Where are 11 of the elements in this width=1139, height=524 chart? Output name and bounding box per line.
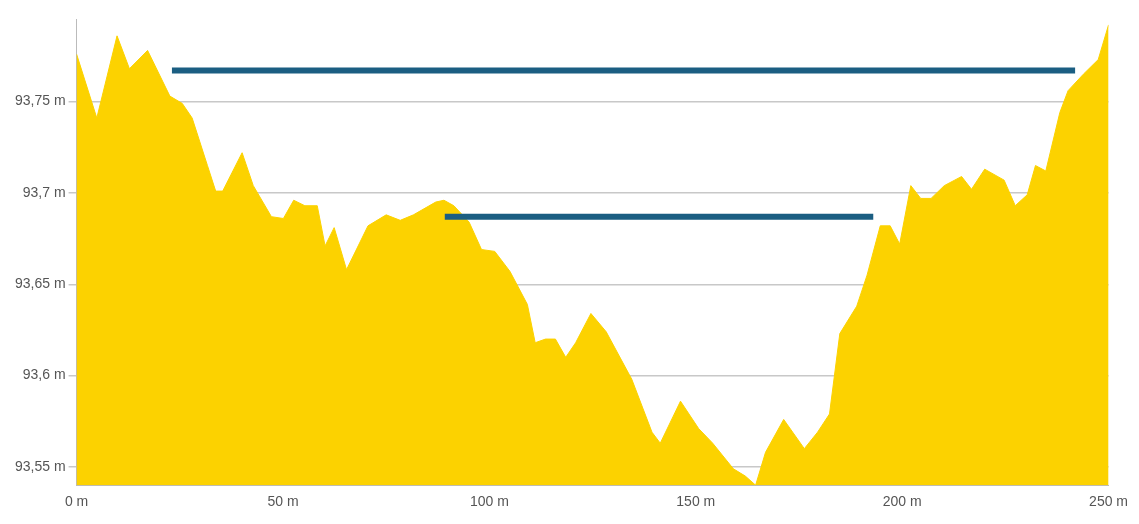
x-tick-label: 100 m: [469, 493, 509, 510]
x-tick-label: 0 m: [64, 493, 89, 510]
x-tick-label: 50 m: [267, 493, 299, 510]
y-tick-label: 93,7 m: [22, 183, 66, 200]
x-tick-label: 250 m: [1089, 493, 1129, 510]
y-tick-label: 93,75 m: [14, 92, 66, 109]
y-tick-label: 93,55 m: [14, 457, 66, 474]
y-tick-label: 93,6 m: [22, 366, 66, 383]
y-tick-label: 93,65 m: [14, 275, 66, 292]
x-tick-label: 150 m: [676, 493, 716, 510]
x-tick-label: 200 m: [882, 493, 922, 510]
